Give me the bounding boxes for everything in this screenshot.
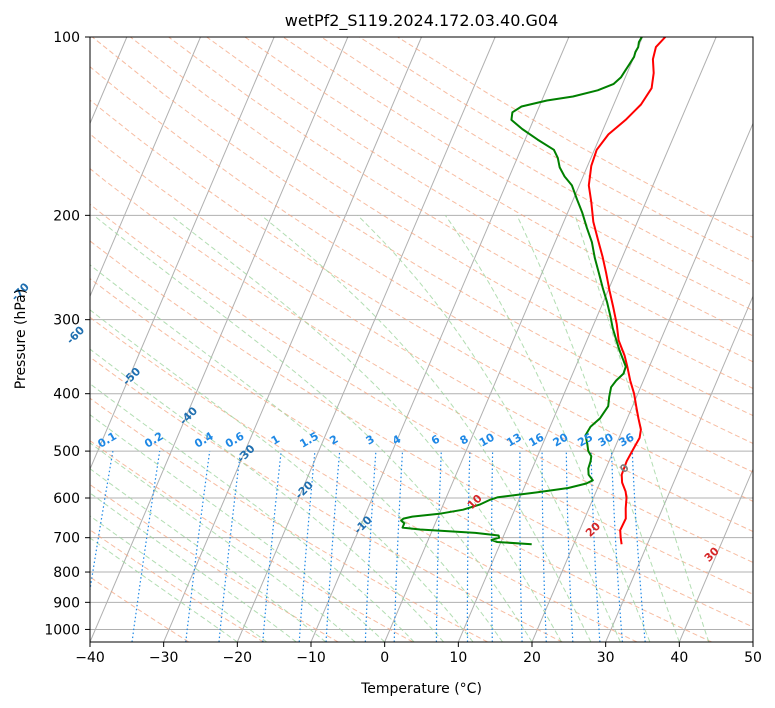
dry-adiabat-line [90,529,264,642]
dry-adiabat-line [90,440,414,642]
dry-adiabat-line [90,316,638,642]
isotherm-line [605,295,753,642]
isotherm-line [531,122,753,642]
x-tick-label: 10 [449,650,467,666]
moist-adiabat-line [90,264,503,642]
moist-adiabat-line [260,214,592,642]
isotherm-line [236,37,496,642]
dry-adiabat-line [90,99,753,502]
x-tick-label: −10 [296,650,326,666]
moist-adiabat-line [90,348,444,642]
y-tick-label: 400 [53,387,80,403]
x-tick-label: 30 [597,650,615,666]
moist-adiabat-line [93,214,533,642]
moist-adiabat-line [170,214,562,642]
isotherm-line [457,37,717,642]
mixing-ratio-line [631,451,646,642]
x-axis-title: Temperature (°C) [360,681,482,697]
x-tick-label: −40 [75,650,105,666]
plot-frame [89,36,754,643]
background-lines [90,37,753,642]
mixing-ratio-line [262,451,282,642]
x-tick-label: −20 [223,650,253,666]
y-tick-label: 900 [53,595,80,611]
plot-background [90,37,753,642]
moist-adiabat-line [90,309,474,642]
dry-adiabat-line [90,356,563,642]
dry-adiabat-line [90,240,753,628]
y-tick-label: 800 [53,565,80,581]
dry-adiabat-line [90,133,753,533]
y-axis-ticks: 100 200 300 400 500 600 700 800 900 1000 [44,30,90,638]
moist-adiabat-line [357,214,621,642]
chart-title: wetPf2_S119.2024.172.03.40.G04 [285,11,559,31]
dry-adiabat-line [90,397,488,642]
moist-adiabat-line [90,537,238,642]
x-tick-label: 20 [523,650,541,666]
y-tick-label: 1000 [44,622,80,638]
y-tick-label: 600 [53,491,80,507]
isotherm-line [752,640,753,642]
isotherm-line [384,37,643,642]
moist-adiabat-line [90,442,356,642]
x-tick-label: 50 [744,650,762,666]
isotherm-line [90,37,275,471]
mixing-ratio-line [298,451,316,642]
moist-adiabat-line [516,215,680,642]
moist-adiabat-line [574,215,710,642]
dry-adiabat-line [90,66,753,473]
dry-adiabat-line [206,37,753,363]
y-axis-title: Pressure (hPa) [13,289,29,389]
dry-adiabat-line [90,168,753,564]
x-tick-label: 40 [670,650,688,666]
isotherm-line [678,467,753,642]
x-tick-label: −30 [149,650,179,666]
moist-adiabat-line [444,215,651,642]
dry-adiabat-line [282,37,753,312]
dry-adiabat-line [90,203,753,595]
y-tick-label: 200 [53,208,80,224]
moist-adiabat-line [90,383,415,642]
y-tick-label: 300 [53,313,80,329]
temperature-line [587,37,667,545]
x-tick-label: 0 [380,650,389,666]
moist-adiabat-line [90,468,327,642]
moist-adiabat-line [90,492,297,642]
isotherm-line [90,37,201,298]
profile-lines [400,37,667,546]
y-tick-label: 100 [53,30,80,46]
mixing-ratio-line [185,451,211,642]
dry-adiabat-line [90,277,712,642]
dry-adiabat-line [90,483,339,642]
dewpoint-line [400,37,643,546]
isotherm-line [90,37,349,642]
dry-adiabat-line [244,37,753,337]
y-tick-label: 500 [53,444,80,460]
moist-adiabat-line [90,414,386,642]
mixing-ratio-line [131,451,161,642]
dry-adiabat-line [168,37,753,389]
mixing-ratio-line [218,451,242,642]
y-tick-label: 700 [53,531,80,547]
isotherm-line [163,37,422,642]
x-axis-ticks: −40 −30 −20 −10 0 10 20 30 40 50 [75,642,762,666]
